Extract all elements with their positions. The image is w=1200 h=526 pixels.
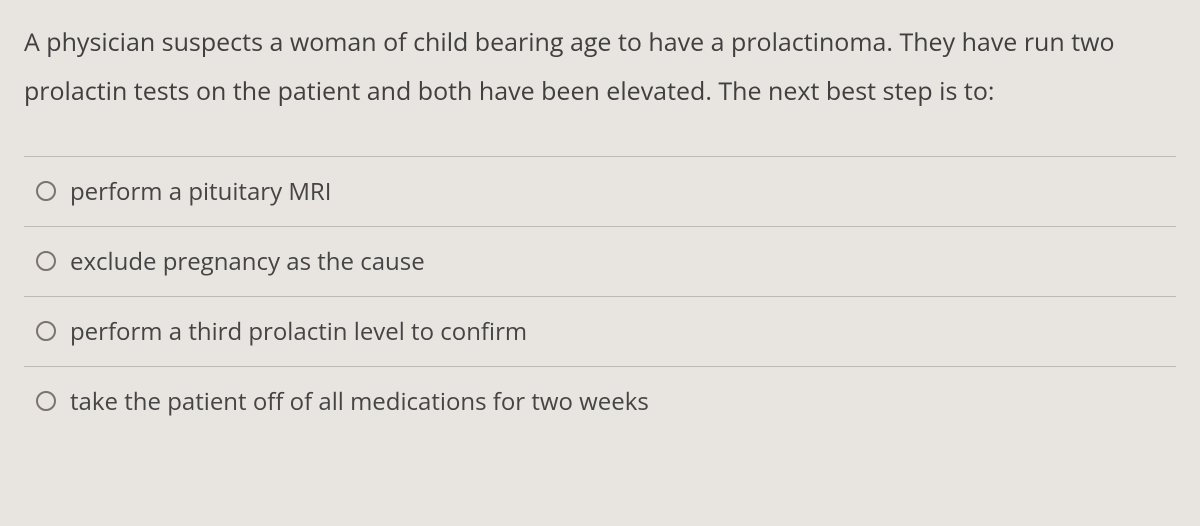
radio-icon bbox=[36, 321, 56, 341]
question-stem: A physician suspects a woman of child be… bbox=[24, 18, 1176, 116]
option-row[interactable]: exclude pregnancy as the cause bbox=[24, 226, 1176, 296]
radio-icon bbox=[36, 391, 56, 411]
option-label: exclude pregnancy as the cause bbox=[70, 245, 425, 278]
option-label: take the patient off of all medications … bbox=[70, 385, 649, 418]
option-label: perform a third prolactin level to confi… bbox=[70, 315, 527, 348]
option-row[interactable]: take the patient off of all medications … bbox=[24, 366, 1176, 424]
option-row[interactable]: perform a pituitary MRI bbox=[24, 156, 1176, 226]
radio-icon bbox=[36, 251, 56, 271]
options-list: perform a pituitary MRI exclude pregnanc… bbox=[24, 156, 1176, 424]
option-label: perform a pituitary MRI bbox=[70, 175, 331, 208]
radio-icon bbox=[36, 181, 56, 201]
option-row[interactable]: perform a third prolactin level to confi… bbox=[24, 296, 1176, 366]
